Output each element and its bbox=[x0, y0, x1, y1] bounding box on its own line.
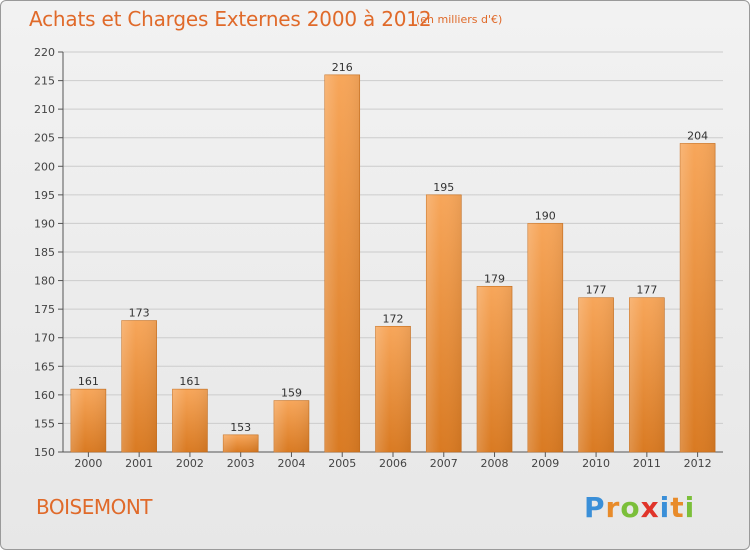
x-tick-label: 2010 bbox=[582, 457, 610, 470]
x-tick-label: 2000 bbox=[74, 457, 102, 470]
commune-name: BOISEMONT bbox=[36, 495, 153, 519]
data-label: 159 bbox=[281, 387, 302, 400]
y-tick-label: 150 bbox=[34, 446, 55, 459]
svg-text:Proxiti: Proxiti bbox=[584, 491, 694, 524]
bars bbox=[70, 74, 716, 453]
bar-shine bbox=[629, 297, 665, 452]
proxiti-logo: Proxiti bbox=[584, 491, 694, 524]
y-tick-label: 155 bbox=[34, 417, 55, 430]
bar-shine bbox=[223, 434, 259, 452]
data-label: 195 bbox=[433, 181, 454, 194]
data-label: 173 bbox=[129, 307, 150, 320]
x-tick-label: 2002 bbox=[176, 457, 204, 470]
x-tick-label: 2012 bbox=[684, 457, 712, 470]
y-tick-label: 170 bbox=[34, 332, 55, 345]
x-tick-label: 2004 bbox=[277, 457, 305, 470]
bar-shine bbox=[680, 143, 716, 452]
bar-shine bbox=[172, 389, 208, 452]
y-tick-label: 195 bbox=[34, 189, 55, 202]
bar-shine bbox=[121, 320, 157, 452]
x-tick-label: 2006 bbox=[379, 457, 407, 470]
x-tick-label: 2003 bbox=[227, 457, 255, 470]
y-tick-label: 180 bbox=[34, 275, 55, 288]
y-tick-label: 185 bbox=[34, 246, 55, 259]
bar-shine bbox=[375, 326, 411, 452]
bar-shine bbox=[70, 389, 106, 452]
bar-shine bbox=[527, 223, 563, 452]
x-tick-label: 2001 bbox=[125, 457, 153, 470]
x-tick-label: 2007 bbox=[430, 457, 458, 470]
data-label: 190 bbox=[535, 209, 556, 222]
bar-shine bbox=[324, 74, 360, 452]
y-tick-label: 190 bbox=[34, 217, 55, 230]
x-tick-label: 2008 bbox=[481, 457, 509, 470]
x-tick-label: 2011 bbox=[633, 457, 661, 470]
y-tick-label: 205 bbox=[34, 132, 55, 145]
data-label: 179 bbox=[484, 272, 505, 285]
y-tick-label: 160 bbox=[34, 389, 55, 402]
data-label: 177 bbox=[586, 284, 607, 297]
data-label: 204 bbox=[687, 129, 708, 142]
bar-shine bbox=[273, 400, 309, 452]
y-tick-label: 215 bbox=[34, 75, 55, 88]
data-label: 161 bbox=[179, 375, 200, 388]
y-tick-label: 220 bbox=[34, 46, 55, 59]
chart-subtitle: (en milliers d'€) bbox=[416, 13, 503, 26]
y-tick-label: 200 bbox=[34, 160, 55, 173]
data-label: 161 bbox=[78, 375, 99, 388]
x-tick-label: 2009 bbox=[531, 457, 559, 470]
labels: 150 155 160 165 170 175 180 185 190 195 200 205 210 2… bbox=[34, 46, 712, 470]
bar-shine bbox=[477, 286, 513, 452]
y-tick-label: 210 bbox=[34, 103, 55, 116]
bar-shine bbox=[426, 194, 462, 452]
bar-shine bbox=[578, 297, 614, 452]
y-tick-label: 165 bbox=[34, 360, 55, 373]
chart-title: Achats et Charges Externes 2000 à 2012 bbox=[29, 7, 432, 31]
data-label: 177 bbox=[636, 284, 657, 297]
data-label: 216 bbox=[332, 61, 353, 74]
x-tick-label: 2005 bbox=[328, 457, 356, 470]
y-tick-label: 175 bbox=[34, 303, 55, 316]
data-label: 153 bbox=[230, 421, 251, 434]
data-label: 172 bbox=[383, 312, 404, 325]
